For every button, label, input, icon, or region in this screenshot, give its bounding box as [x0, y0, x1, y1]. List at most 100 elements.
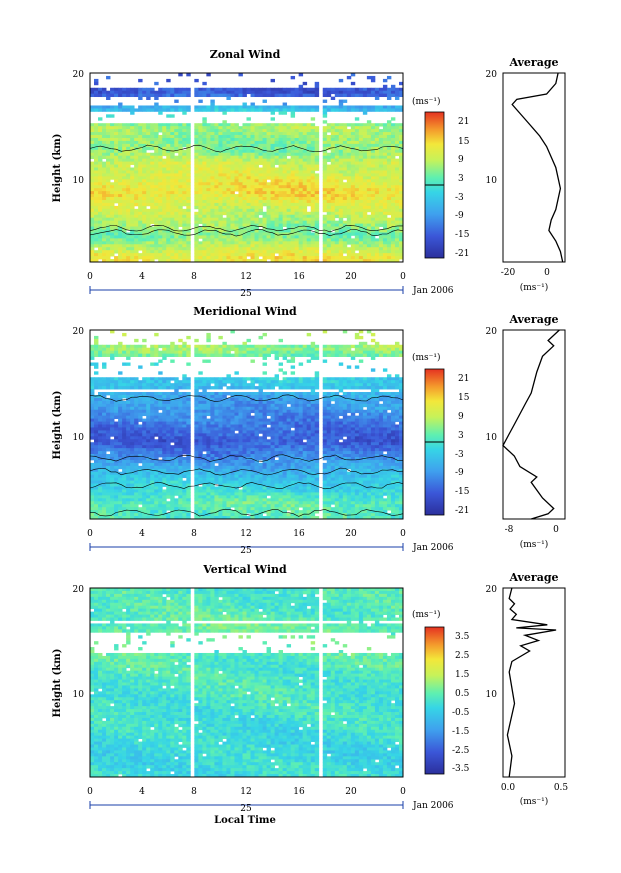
heatmap-cell [306, 87, 312, 92]
heatmap-cell [198, 188, 203, 192]
heatmap-cell [178, 87, 183, 92]
heatmap-cell [334, 197, 340, 201]
heatmap-cell [218, 155, 223, 160]
heatmap-cell [222, 188, 227, 192]
heatmap-cell [122, 90, 127, 95]
heatmap-cell [234, 197, 239, 201]
colorbar-unit: (ms⁻¹) [412, 96, 441, 107]
heatmap-cell [294, 250, 300, 254]
heatmap-cell [266, 350, 271, 355]
heatmap-cell [390, 394, 396, 399]
heatmap-cell [354, 244, 360, 248]
heatmap-cell [262, 90, 267, 95]
heatmap-cell [394, 344, 400, 349]
heatmap-cell [358, 250, 364, 254]
heatmap-cell [282, 214, 288, 219]
heatmap-cell [106, 386, 111, 390]
heatmap-cell [298, 191, 304, 195]
heatmap-cell [138, 253, 143, 257]
heatmap-cell [146, 386, 151, 390]
heatmap-cell [98, 137, 103, 142]
heatmap-cell [274, 155, 279, 160]
heatmap-cell [378, 188, 384, 192]
heatmap-cell [378, 397, 384, 402]
heatmap-cell [194, 223, 199, 227]
heatmap-cell [370, 137, 376, 142]
heatmap-cell [194, 247, 199, 251]
heatmap-cell [218, 105, 223, 109]
heatmap-cell [366, 377, 372, 381]
heatmap-cell [342, 140, 348, 145]
heatmap-cell [134, 386, 139, 390]
heatmap-cell [334, 397, 340, 402]
heatmap-cell [298, 394, 304, 399]
heatmap-cell [274, 232, 279, 236]
heatmap-cell [178, 129, 183, 133]
heatmap-cell [194, 126, 199, 130]
heatmap-cell [214, 377, 219, 381]
heatmap-cell [206, 123, 211, 127]
heatmap-cell [250, 194, 255, 198]
heatmap-cell [246, 149, 251, 154]
heatmap-cell [362, 87, 368, 92]
heatmap-cell [150, 155, 155, 160]
heatmap-cell [118, 87, 123, 92]
heatmap-cell [226, 167, 231, 171]
heatmap-cell [294, 123, 300, 127]
heatmap-cell [330, 353, 336, 357]
heatmap-cell [306, 250, 312, 254]
heatmap-cell [94, 397, 99, 402]
heatmap-cell [102, 164, 107, 168]
heatmap-cell [238, 146, 243, 151]
heatmap-cell [294, 220, 300, 225]
heatmap-cell [346, 197, 352, 201]
heatmap-cell [146, 96, 151, 100]
heatmap-cell [166, 167, 171, 171]
heatmap-cell [374, 126, 380, 130]
heatmap-cell [222, 217, 227, 222]
heatmap-cell [142, 208, 147, 213]
heatmap-cell [262, 143, 267, 148]
heatmap-cell [298, 217, 304, 222]
heatmap-cell [122, 161, 127, 165]
heatmap-cell [138, 244, 143, 248]
heatmap-cell [90, 199, 95, 204]
heatmap-cell [102, 235, 107, 239]
heatmap-cell [374, 105, 380, 109]
heatmap-cell [378, 220, 384, 225]
heatmap-cell [206, 188, 211, 192]
heatmap-cell [94, 256, 99, 260]
heatmap-cell [202, 167, 207, 171]
heatmap-cell [102, 353, 107, 357]
heatmap-cell [386, 132, 392, 136]
heatmap-cell [130, 111, 135, 115]
heatmap-cell [206, 129, 211, 133]
heatmap-cell [370, 202, 376, 207]
heatmap-cell [366, 241, 372, 245]
heatmap-cell [110, 247, 115, 251]
heatmap-cell [126, 208, 131, 213]
colorbar-tick: -21 [455, 249, 470, 259]
heatmap-cell [186, 232, 191, 236]
heatmap-cell [342, 176, 348, 180]
heatmap-cell [258, 383, 263, 387]
heatmap-cell [154, 155, 159, 160]
heatmap-cell [210, 129, 215, 133]
heatmap-cell [338, 123, 344, 127]
heatmap-cell [306, 397, 312, 402]
heatmap-cell [122, 238, 127, 242]
heatmap-cell [310, 161, 316, 165]
heatmap-cell [238, 214, 243, 219]
heatmap-cell [266, 176, 271, 180]
heatmap-cell [314, 208, 320, 213]
heatmap-cell [386, 188, 392, 192]
heatmap-cell [342, 208, 348, 213]
heatmap-cell [322, 232, 328, 236]
heatmap-cell [118, 126, 123, 130]
heatmap-cell [314, 353, 320, 357]
heatmap-cell [170, 217, 175, 222]
heatmap-cell [286, 392, 292, 396]
heatmap-cell [130, 217, 135, 222]
heatmap-cell [166, 161, 171, 165]
heatmap-cell [270, 176, 275, 180]
